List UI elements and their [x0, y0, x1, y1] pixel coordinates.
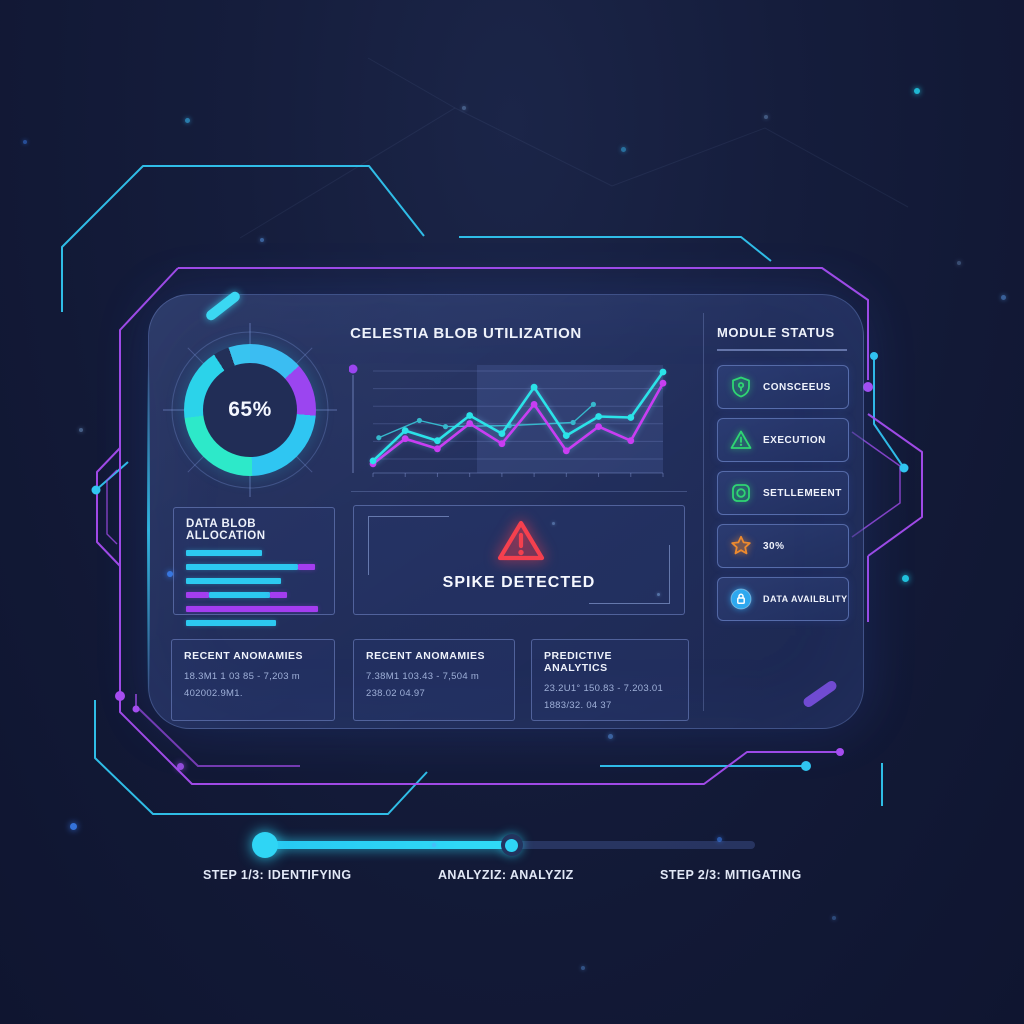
background-dot	[656, 592, 660, 596]
chart-axis-node-dot	[349, 364, 358, 374]
allocation-title: DATA BLOB ALLOCATION	[186, 518, 266, 542]
donut-percentage-value: 65%	[228, 398, 272, 421]
recent-anomalies-panel-2: RECENT ANOMAMIES 7.38M1 103.43 - 7,504 m…	[353, 639, 515, 721]
purple-circuit-lines	[96, 267, 923, 785]
info-panel-line: 1883/32. 04 37	[544, 699, 612, 711]
allocation-bars	[186, 550, 322, 626]
info-panel-title: RECENT ANOMAMIES	[366, 650, 486, 662]
info-panel-title: RECENT ANOMAMIES	[184, 650, 304, 662]
module-card-label: SETLLEMEENT	[763, 487, 842, 499]
module-card-execution[interactable]: EXECUTION	[717, 418, 849, 462]
info-panel-line: 18.3M1 1 03 85 - 7,203 m	[184, 671, 300, 682]
background-dot	[607, 733, 613, 739]
background-dot	[581, 966, 585, 970]
background-dot	[69, 822, 77, 830]
corner-bracket	[589, 545, 670, 604]
info-panel-line: 7.38M1 103.43 - 7,504 m	[366, 671, 480, 682]
recent-anomalies-panel-1: RECENT ANOMAMIES 18.3M1 1 03 85 - 7,203 …	[171, 639, 335, 721]
background-dot	[23, 140, 27, 144]
background-dot	[1000, 294, 1006, 300]
step-label-analyzing: ANALYZIZ: ANALYZIZ	[438, 868, 574, 882]
warning-triangle-icon	[729, 428, 753, 452]
background-dot	[184, 117, 190, 123]
progress-fill	[265, 841, 512, 849]
step-label-mitigating: STEP 2/3: MITIGATING	[660, 868, 802, 882]
module-card-label: EXECUTION	[763, 434, 826, 446]
module-card-consensus[interactable]: CONSCEEUS	[717, 365, 849, 409]
info-panel-title: PREDICTIVE ANALYTICS	[544, 650, 613, 674]
module-status-underline	[717, 349, 847, 351]
background-dot	[832, 916, 836, 920]
info-panel-line: 238.02 04.97	[366, 687, 426, 699]
module-card-label: 30%	[763, 540, 785, 552]
chart-gridlines	[373, 370, 663, 460]
module-card-progress[interactable]: 30%	[717, 524, 849, 568]
lock-circle-icon	[729, 587, 753, 611]
series-layer	[369, 368, 667, 477]
allocation-bar	[186, 620, 322, 626]
module-status-title: MODULE STATUS	[717, 325, 835, 340]
alert-label: SPIKE DETECTED	[442, 574, 596, 591]
constellation-lines	[239, 57, 909, 239]
module-card-data-availability[interactable]: DATA AVAILBLITY	[717, 577, 849, 621]
chart-shaded-region	[477, 365, 663, 473]
settlement-frame-icon	[729, 481, 753, 505]
module-card-label: DATA AVAILBLITY	[763, 594, 848, 604]
background-dot	[914, 88, 920, 94]
cyan-circuit-lines	[61, 165, 905, 815]
module-card-label: CONSCEEUS	[763, 381, 831, 393]
progress-handle-current[interactable]	[500, 834, 523, 856]
background-dot	[167, 571, 173, 577]
background-dot	[462, 106, 466, 110]
step-label-identifying: STEP 1/3: IDENTIFYING	[203, 868, 352, 882]
spike-alert-panel: SPIKE DETECTED	[353, 505, 685, 615]
warning-triangle-icon	[497, 520, 545, 561]
background-dot	[764, 115, 768, 119]
background-dot	[901, 574, 909, 582]
allocation-bar	[186, 550, 322, 556]
progress-slider-track[interactable]	[252, 832, 755, 858]
allocation-bar	[186, 564, 322, 570]
blob-capacity-donut-chart: 65%	[184, 344, 316, 476]
donut-hole: 65%	[203, 363, 297, 457]
circuit-node-dots	[91, 352, 909, 771]
section-divider	[351, 491, 687, 492]
star-icon	[729, 534, 753, 558]
background-dot	[957, 261, 961, 265]
background-dot	[260, 238, 264, 242]
corner-accent-mark	[801, 679, 839, 709]
background-dot	[176, 762, 184, 770]
background-dot	[432, 843, 436, 847]
page-title: CELESTIA BLOB UTILIZATION	[350, 325, 582, 342]
shield-icon	[729, 375, 753, 399]
data-blob-allocation-panel: DATA BLOB ALLOCATION	[173, 507, 335, 626]
predictive-analytics-panel: PREDICTIVE ANALYTICS 23.2U1° 150.83 - 7.…	[531, 639, 689, 721]
module-card-settlement[interactable]: SETLLEMEENT	[717, 471, 849, 515]
info-panel-line: 402002.9M1.	[184, 687, 243, 699]
allocation-bar	[186, 578, 322, 584]
background-dot	[79, 428, 83, 432]
info-panel-line: 23.2U1° 150.83 - 7.203.01	[544, 683, 664, 694]
allocation-bar	[186, 592, 322, 598]
background-dot	[716, 836, 722, 842]
corner-bracket	[368, 516, 449, 575]
allocation-bar	[186, 606, 322, 612]
background-dot	[551, 521, 555, 525]
section-divider	[703, 313, 704, 711]
dashboard-panel: 65% CELESTIA BLOB UTILIZATION DATA BLOB …	[147, 289, 864, 729]
utilization-line-chart	[349, 364, 667, 477]
progress-handle-start[interactable]	[252, 832, 278, 858]
background-dot	[620, 146, 626, 152]
